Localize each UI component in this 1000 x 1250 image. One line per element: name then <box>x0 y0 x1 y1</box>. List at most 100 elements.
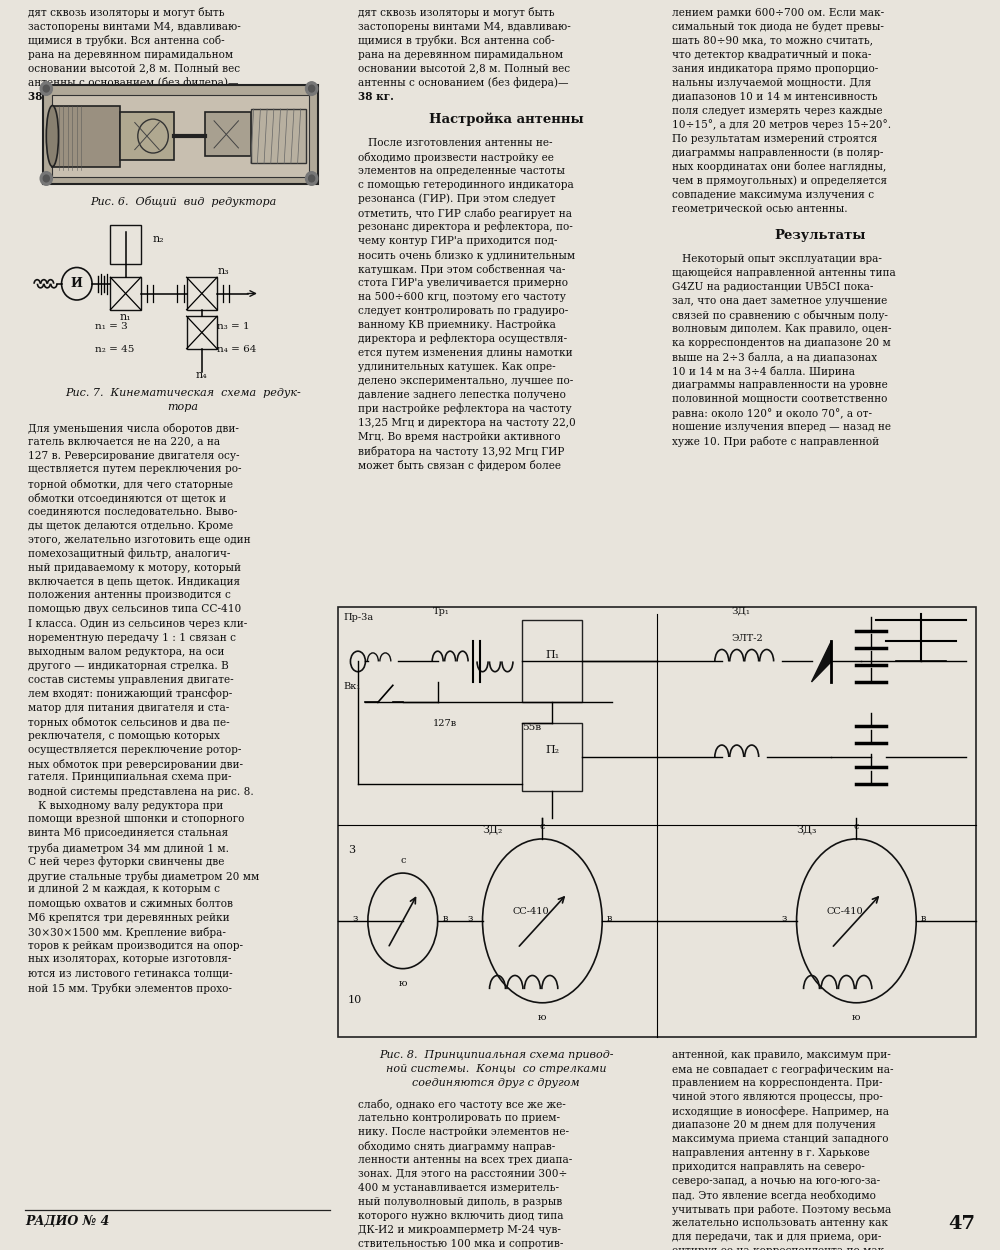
Text: пад. Это явление всегда необходимо: пад. Это явление всегда необходимо <box>672 1190 876 1200</box>
Circle shape <box>40 171 52 185</box>
Text: n₁: n₁ <box>120 311 131 321</box>
Bar <box>205 112 251 156</box>
Text: на 500÷600 кгц, поэтому его частоту: на 500÷600 кгц, поэтому его частоту <box>358 291 566 301</box>
Text: ды щеток делаются отдельно. Кроме: ды щеток делаются отдельно. Кроме <box>28 520 233 530</box>
Text: щимися в трубки. Вся антенна соб-: щимися в трубки. Вся антенна соб- <box>358 35 555 46</box>
Text: учитывать при работе. Поэтому весьма: учитывать при работе. Поэтому весьма <box>672 1204 891 1215</box>
Text: 38 кг.: 38 кг. <box>358 91 394 103</box>
Text: n₃: n₃ <box>217 266 229 276</box>
Text: обходимо снять диаграмму направ-: обходимо снять диаграмму направ- <box>358 1141 555 1152</box>
Text: антенной, как правило, максимум при-: антенной, как правило, максимум при- <box>672 1050 891 1060</box>
Text: 10 и 14 м на 3÷4 балла. Ширина: 10 и 14 м на 3÷4 балла. Ширина <box>672 366 855 378</box>
Text: чем в прямоугольных) и определяется: чем в прямоугольных) и определяется <box>672 175 887 186</box>
Text: симальный ток диода не будет превы-: симальный ток диода не будет превы- <box>672 21 884 32</box>
Text: торных обмоток сельсинов и два пе-: торных обмоток сельсинов и два пе- <box>28 716 230 727</box>
Text: состав системы управления двигате-: состав системы управления двигате- <box>28 675 234 685</box>
Text: диапазоне 20 м днем для получения: диапазоне 20 м днем для получения <box>672 1120 876 1130</box>
Text: включается в цепь щеток. Индикация: включается в цепь щеток. Индикация <box>28 576 240 586</box>
Text: которого нужно включить диод типа: которого нужно включить диод типа <box>358 1211 564 1221</box>
Text: n₂ = 45: n₂ = 45 <box>95 345 134 354</box>
Text: рана на деревянном пирамидальном: рана на деревянном пирамидальном <box>358 50 563 60</box>
Text: гатель включается не на 220, а на: гатель включается не на 220, а на <box>28 436 220 446</box>
Text: резонанс директора и рефлектора, по-: резонанс директора и рефлектора, по- <box>358 221 573 232</box>
Text: Результаты: Результаты <box>774 229 866 241</box>
Text: с помощью гетеродинного индикатора: с помощью гетеродинного индикатора <box>358 180 574 190</box>
Text: П₂: П₂ <box>545 745 559 755</box>
Text: резонанса (ГИР). При этом следует: резонанса (ГИР). При этом следует <box>358 194 556 204</box>
Text: равна: около 120° и около 70°, а от-: равна: около 120° и около 70°, а от- <box>672 408 872 419</box>
Text: помехозащитный фильтр, аналогич-: помехозащитный фильтр, аналогич- <box>28 549 230 559</box>
Text: рана на деревянном пирамидальном: рана на деревянном пирамидальном <box>28 50 233 60</box>
Circle shape <box>306 171 318 185</box>
Text: что детектор квадратичный и пока-: что детектор квадратичный и пока- <box>672 50 871 60</box>
Text: лением рамки 600÷700 ом. Если мак-: лением рамки 600÷700 ом. Если мак- <box>672 8 884 18</box>
Text: Настройка антенны: Настройка антенны <box>429 112 583 126</box>
Bar <box>110 225 141 264</box>
Text: К выходному валу редуктора при: К выходному валу редуктора при <box>28 800 223 810</box>
Text: ных координатах они более наглядны,: ных координатах они более наглядны, <box>672 161 886 172</box>
Text: половинной мощности соответственно: половинной мощности соответственно <box>672 394 887 404</box>
Text: осуществляется переключение ротор-: осуществляется переключение ротор- <box>28 745 241 755</box>
Text: торов к рейкам производится на опор-: торов к рейкам производится на опор- <box>28 940 243 950</box>
Text: ный придаваемому к мотору, который: ный придаваемому к мотору, который <box>28 562 241 572</box>
Circle shape <box>43 175 49 181</box>
Text: ЗД₁: ЗД₁ <box>732 606 751 616</box>
Text: диапазонов 10 и 14 м интенсивность: диапазонов 10 и 14 м интенсивность <box>672 91 878 101</box>
Text: тора: тора <box>168 401 198 411</box>
Text: ЭЛТ-2: ЭЛТ-2 <box>732 634 764 642</box>
Text: геометрической осью антенны.: геометрической осью антенны. <box>672 204 848 214</box>
Text: щимися в трубки. Вся антенна соб-: щимися в трубки. Вся антенна соб- <box>28 35 225 46</box>
Text: положения антенны производится с: положения антенны производится с <box>28 590 231 600</box>
Text: 47: 47 <box>948 1215 975 1232</box>
Text: ношение излучения вперед — назад не: ношение излучения вперед — назад не <box>672 422 891 432</box>
Circle shape <box>309 175 315 181</box>
Text: щающейся направленной антенны типа: щающейся направленной антенны типа <box>672 268 896 278</box>
Text: обмотки отсоединяются от щеток и: обмотки отсоединяются от щеток и <box>28 492 226 502</box>
Text: ЗД₃: ЗД₃ <box>797 824 817 834</box>
Text: ный полуволновый диполь, в разрыв: ный полуволновый диполь, в разрыв <box>358 1198 562 1208</box>
Bar <box>52 105 120 166</box>
Text: После изготовления антенны не-: После изготовления антенны не- <box>358 138 552 148</box>
Text: 30×30×1500 мм. Крепление вибра-: 30×30×1500 мм. Крепление вибра- <box>28 926 226 938</box>
Text: другие стальные трубы диаметром 20 мм: другие стальные трубы диаметром 20 мм <box>28 870 259 881</box>
Text: ствительностью 100 мка и сопротив-: ствительностью 100 мка и сопротив- <box>358 1239 563 1249</box>
Circle shape <box>40 81 52 95</box>
Text: для передачи, так и для приема, ори-: для передачи, так и для приема, ори- <box>672 1232 881 1242</box>
Text: торной обмотки, для чего статорные: торной обмотки, для чего статорные <box>28 479 233 490</box>
Text: ных обмоток при реверсировании дви-: ных обмоток при реверсировании дви- <box>28 759 243 770</box>
Text: n₁ = 3: n₁ = 3 <box>95 322 128 331</box>
Text: зал, что она дает заметное улучшение: зал, что она дает заметное улучшение <box>672 296 887 306</box>
Text: правлением на корреспондента. При-: правлением на корреспондента. При- <box>672 1078 883 1088</box>
Text: Рис. 7.  Кинематическая  схема  редук-: Рис. 7. Кинематическая схема редук- <box>65 388 301 398</box>
Text: чему контур ГИР'а приходится под-: чему контур ГИР'а приходится под- <box>358 236 557 246</box>
Text: 55в: 55в <box>522 722 542 731</box>
Text: нальны излучаемой мощности. Для: нальны излучаемой мощности. Для <box>672 78 871 88</box>
Text: Рис. 8.  Принципиальная схема привод-: Рис. 8. Принципиальная схема привод- <box>379 1050 613 1060</box>
Text: Для уменьшения числа оборотов дви-: Для уменьшения числа оборотов дви- <box>28 422 239 434</box>
Text: М6 крепятся три деревянных рейки: М6 крепятся три деревянных рейки <box>28 912 230 922</box>
Text: хуже 10. При работе с направленной: хуже 10. При работе с направленной <box>672 436 879 447</box>
Text: лательно контролировать по прием-: лательно контролировать по прием- <box>358 1112 560 1122</box>
Text: ю: ю <box>852 1013 861 1021</box>
Text: По результатам измерений строятся: По результатам измерений строятся <box>672 134 877 144</box>
Text: 10÷15°, а для 20 метров через 15÷20°.: 10÷15°, а для 20 метров через 15÷20°. <box>672 120 891 130</box>
Text: следует контролировать по градуиро-: следует контролировать по градуиро- <box>358 306 568 316</box>
Text: диаграммы направленности (в поляр-: диаграммы направленности (в поляр- <box>672 148 883 158</box>
Bar <box>187 278 217 310</box>
Text: в: в <box>607 914 612 922</box>
Text: 10: 10 <box>348 995 362 1005</box>
Bar <box>43 85 318 184</box>
Text: помощью двух сельсинов типа СС-410: помощью двух сельсинов типа СС-410 <box>28 605 241 615</box>
Text: И: И <box>71 278 83 290</box>
Circle shape <box>309 85 315 92</box>
Text: давление заднего лепестка получено: давление заднего лепестка получено <box>358 390 566 400</box>
Text: Некоторый опыт эксплуатации вра-: Некоторый опыт эксплуатации вра- <box>672 254 882 264</box>
Text: выходным валом редуктора, на оси: выходным валом редуктора, на оси <box>28 646 224 656</box>
Text: 3: 3 <box>348 845 355 855</box>
Bar <box>52 95 309 176</box>
Text: ются из листового гетинакса толщи-: ются из листового гетинакса толщи- <box>28 969 233 979</box>
Text: носить очень близко к удлинительным: носить очень близко к удлинительным <box>358 250 575 261</box>
Text: помощи врезной шпонки и стопорного: помощи врезной шпонки и стопорного <box>28 815 244 825</box>
Text: винта М6 присоединяется стальная: винта М6 присоединяется стальная <box>28 829 228 839</box>
Text: в: в <box>921 914 926 922</box>
